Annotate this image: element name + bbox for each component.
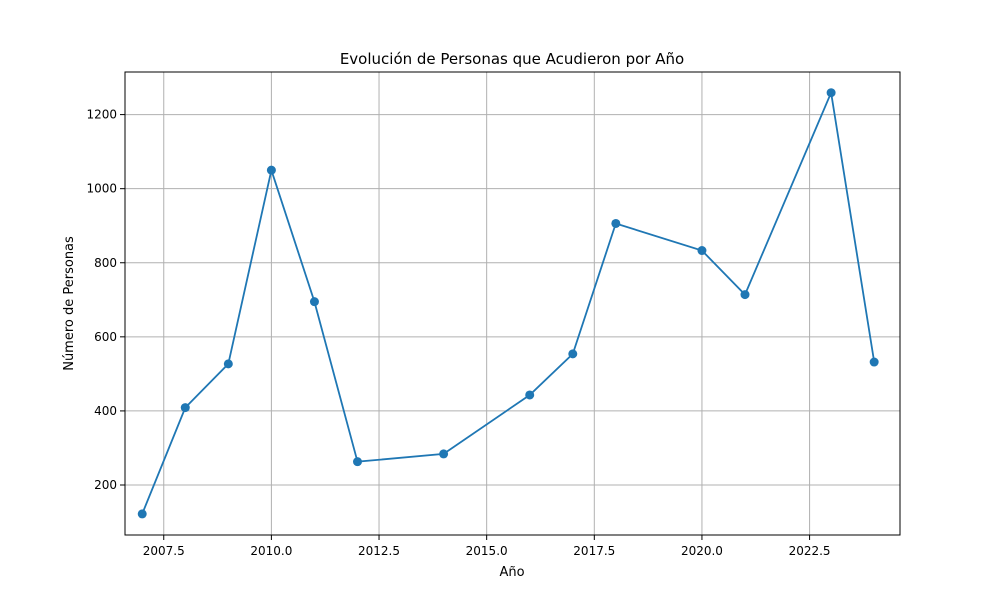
data-point bbox=[568, 349, 578, 359]
y-axis-ticks: 200 400 600 800 1000 1200 bbox=[86, 108, 125, 492]
plot-frame bbox=[124, 71, 901, 536]
y-tick-label: 1200 bbox=[86, 108, 117, 122]
x-tick-label: 2022.5 bbox=[789, 544, 831, 558]
data-point bbox=[137, 509, 147, 519]
data-point bbox=[309, 297, 319, 307]
y-tick-label: 800 bbox=[94, 256, 117, 270]
x-tick-label: 2020.0 bbox=[681, 544, 723, 558]
series-line bbox=[141, 89, 876, 515]
data-point bbox=[869, 357, 879, 367]
y-axis-label: Número de Personas bbox=[62, 236, 77, 371]
data-point bbox=[697, 246, 707, 256]
x-tick-label: 2012.5 bbox=[358, 544, 400, 558]
y-tick-label: 400 bbox=[94, 404, 117, 418]
data-point bbox=[740, 290, 750, 300]
data-point bbox=[266, 165, 276, 175]
series-layer bbox=[137, 88, 879, 519]
data-point bbox=[525, 390, 535, 400]
data-point bbox=[611, 218, 621, 228]
data-point bbox=[439, 449, 449, 459]
x-tick-label: 2010.0 bbox=[250, 544, 292, 558]
data-point bbox=[180, 403, 190, 413]
x-axis-ticks: 2007.5 2010.0 2012.5 2015.0 2017.5 2020.0 2022… bbox=[143, 535, 831, 558]
x-axis-label: Año bbox=[499, 565, 524, 580]
y-tick-label: 1000 bbox=[86, 182, 117, 196]
data-point bbox=[353, 457, 362, 467]
y-tick-label: 200 bbox=[94, 478, 117, 492]
x-tick-label: 2007.5 bbox=[143, 544, 185, 558]
data-point bbox=[826, 88, 836, 98]
chart-title: Evolución de Personas que Acudieron por … bbox=[340, 50, 684, 68]
x-tick-label: 2017.5 bbox=[573, 544, 615, 558]
grid bbox=[125, 72, 900, 535]
y-tick-label: 600 bbox=[94, 330, 117, 344]
data-point bbox=[223, 359, 233, 369]
x-tick-label: 2015.0 bbox=[466, 544, 508, 558]
